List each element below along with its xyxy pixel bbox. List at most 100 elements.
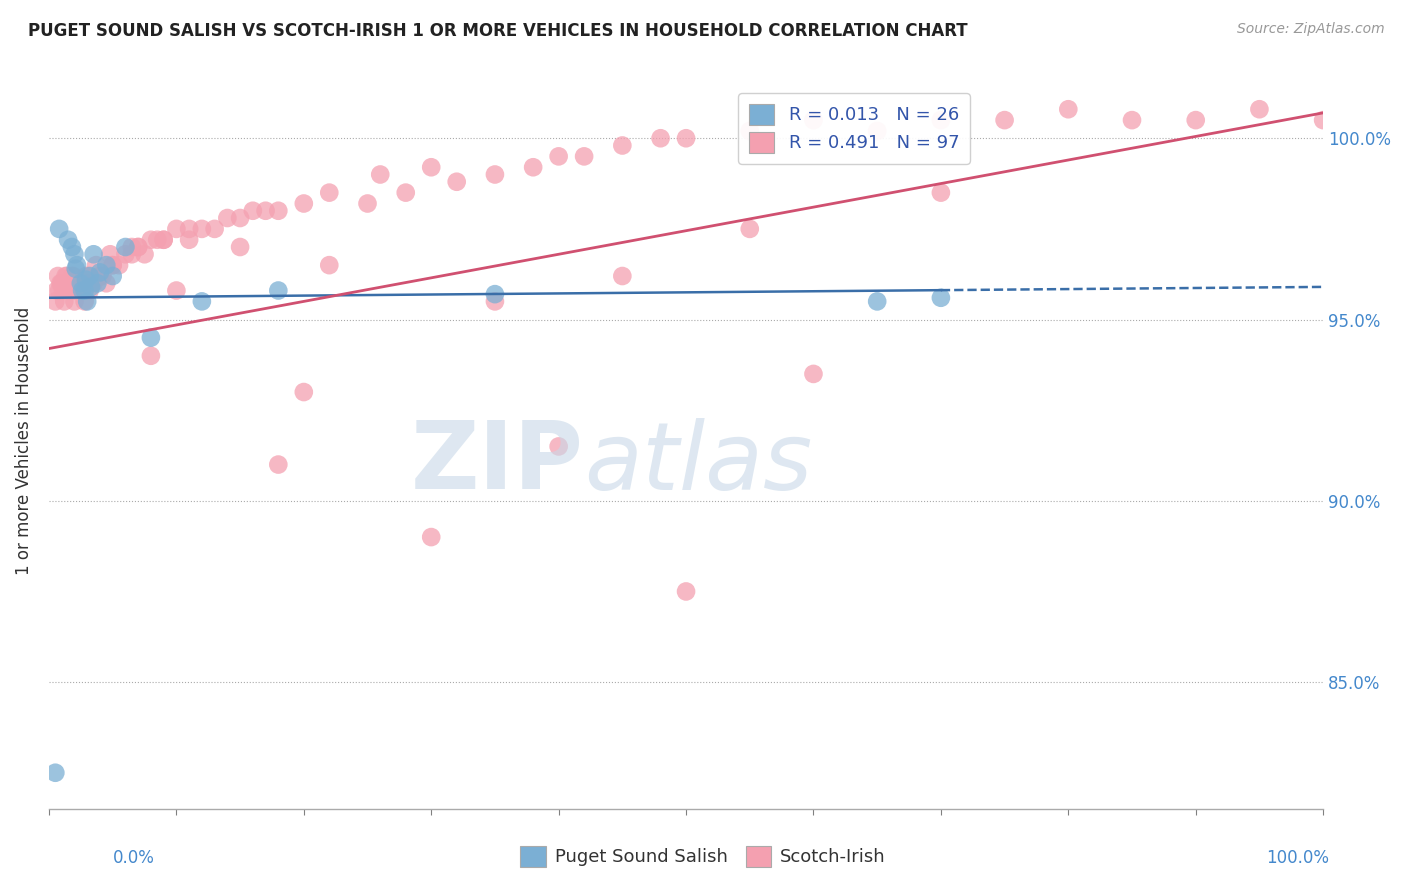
- Point: [75, 273, 97, 287]
- Legend: R = 0.013   N = 26, R = 0.491   N = 97: R = 0.013 N = 26, R = 0.491 N = 97: [738, 93, 970, 163]
- Text: 0.0%: 0.0%: [112, 849, 155, 867]
- Point: [127, 240, 149, 254]
- Point: [79, 284, 101, 298]
- Point: [1121, 113, 1143, 128]
- Point: [204, 222, 226, 236]
- Point: [83, 277, 105, 291]
- Point: [121, 240, 143, 254]
- Point: [98, 247, 121, 261]
- Point: [866, 124, 889, 138]
- Y-axis label: 1 or more Vehicles in Household: 1 or more Vehicles in Household: [15, 307, 32, 575]
- Point: [80, 280, 103, 294]
- Point: [650, 131, 672, 145]
- Point: [75, 268, 97, 283]
- Point: [572, 149, 595, 163]
- Point: [70, 284, 93, 298]
- Point: [292, 196, 315, 211]
- Point: [139, 349, 162, 363]
- Legend: Puget Sound Salish, Scotch-Irish: Puget Sound Salish, Scotch-Irish: [513, 838, 893, 874]
- Point: [866, 294, 889, 309]
- Point: [108, 258, 131, 272]
- Point: [69, 284, 91, 298]
- Point: [65, 261, 87, 276]
- Point: [127, 240, 149, 254]
- Point: [254, 203, 277, 218]
- Point: [70, 284, 93, 298]
- Point: [76, 294, 98, 309]
- Point: [929, 291, 952, 305]
- Point: [318, 258, 340, 272]
- Point: [89, 268, 111, 283]
- Point: [675, 584, 697, 599]
- Point: [229, 211, 252, 225]
- Point: [547, 149, 569, 163]
- Point: [121, 247, 143, 261]
- Point: [242, 203, 264, 218]
- Point: [994, 113, 1017, 128]
- Point: [292, 385, 315, 400]
- Point: [114, 240, 136, 254]
- Point: [803, 113, 825, 128]
- Point: [63, 247, 86, 261]
- Point: [51, 277, 73, 291]
- Point: [738, 124, 761, 138]
- Point: [267, 284, 290, 298]
- Point: [55, 268, 77, 283]
- Text: Source: ZipAtlas.com: Source: ZipAtlas.com: [1237, 22, 1385, 37]
- Point: [49, 277, 72, 291]
- Point: [134, 247, 156, 261]
- Point: [48, 284, 70, 298]
- Point: [96, 277, 118, 291]
- Point: [73, 284, 96, 298]
- Point: [76, 277, 98, 291]
- Point: [101, 268, 124, 283]
- Point: [547, 439, 569, 453]
- Point: [675, 131, 697, 145]
- Point: [368, 168, 391, 182]
- Point: [612, 268, 634, 283]
- Point: [66, 277, 89, 291]
- Point: [84, 258, 107, 272]
- Point: [803, 367, 825, 381]
- Point: [44, 294, 66, 309]
- Point: [60, 240, 83, 254]
- Point: [66, 258, 89, 272]
- Point: [1057, 102, 1080, 116]
- Point: [738, 222, 761, 236]
- Point: [165, 222, 187, 236]
- Text: PUGET SOUND SALISH VS SCOTCH-IRISH 1 OR MORE VEHICLES IN HOUSEHOLD CORRELATION C: PUGET SOUND SALISH VS SCOTCH-IRISH 1 OR …: [28, 22, 967, 40]
- Point: [59, 277, 82, 291]
- Point: [318, 186, 340, 200]
- Point: [484, 168, 506, 182]
- Point: [179, 222, 201, 236]
- Point: [446, 175, 468, 189]
- Point: [929, 186, 952, 200]
- Point: [191, 222, 214, 236]
- Point: [52, 284, 75, 298]
- Point: [1249, 102, 1271, 116]
- Point: [217, 211, 239, 225]
- Point: [86, 277, 108, 291]
- Point: [165, 284, 187, 298]
- Point: [612, 138, 634, 153]
- Point: [45, 284, 67, 298]
- Point: [67, 277, 90, 291]
- Point: [152, 233, 174, 247]
- Point: [267, 203, 290, 218]
- Point: [48, 222, 70, 236]
- Point: [96, 258, 118, 272]
- Point: [80, 277, 103, 291]
- Point: [58, 284, 80, 298]
- Point: [420, 160, 443, 174]
- Point: [46, 268, 69, 283]
- Point: [63, 294, 86, 309]
- Point: [522, 160, 544, 174]
- Point: [101, 258, 124, 272]
- Point: [63, 284, 86, 298]
- Point: [139, 331, 162, 345]
- Point: [152, 233, 174, 247]
- Point: [69, 277, 91, 291]
- Point: [1184, 113, 1206, 128]
- Point: [395, 186, 418, 200]
- Point: [56, 277, 79, 291]
